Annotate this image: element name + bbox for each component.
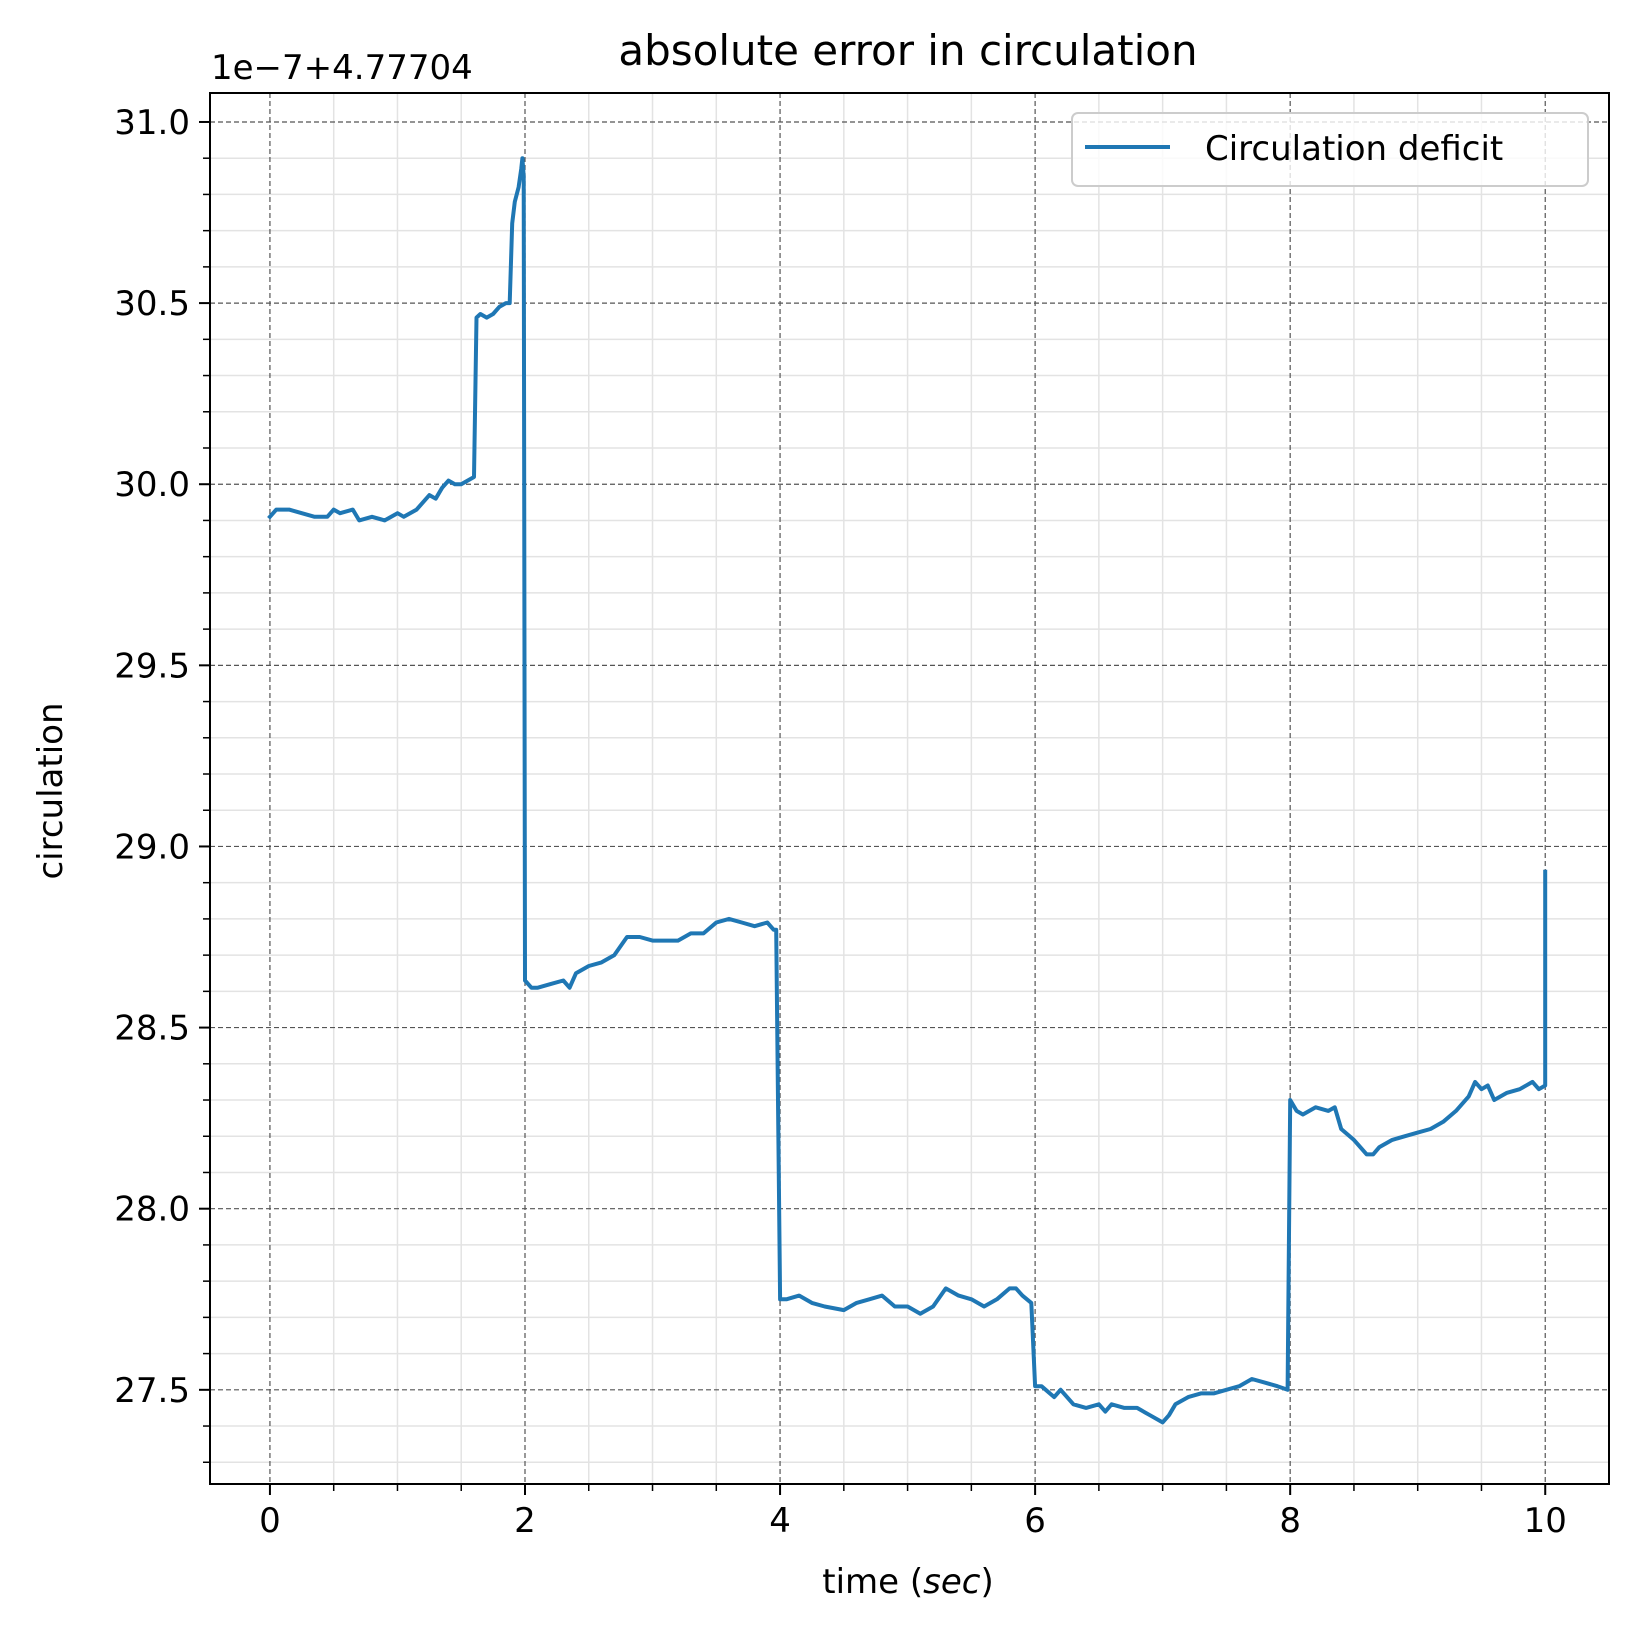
y-tick-label: 30.0 [114,465,190,505]
legend-box [1071,112,1589,187]
x-axis-label-text: time ( [822,1562,923,1602]
y-tick-label: 28.5 [114,1009,190,1049]
major-grid [210,93,1609,1484]
x-tick-label: 8 [1279,1501,1301,1541]
legend-label: Circulation deficit [1205,129,1503,169]
y-tick-label: 27.5 [114,1371,190,1411]
chart-title: absolute error in circulation [618,26,1197,75]
x-tick-label: 2 [514,1501,536,1541]
series-layer [267,156,1548,1425]
y-tick-label: 28.0 [114,1190,190,1230]
y-tick-label: 29.5 [114,646,190,686]
y-tick-label: 29.0 [114,827,190,867]
minor-grid [210,93,1609,1484]
legend: Circulation deficit [1071,112,1589,187]
series-line-circulation-deficit [267,156,1548,1425]
x-tick-label: 6 [1024,1501,1046,1541]
plot-frame [209,92,1610,1485]
x-axis-label: time (sec) [822,1562,993,1602]
axis-ticks: 0 2 4 6 8 10 27.5 28.0 28.5 29.0 29.5 30.0 30.5 31.0 [114,103,1567,1541]
x-tick-label: 10 [1524,1501,1567,1541]
x-axis-label-close: ) [980,1562,993,1602]
y-tick-label: 30.5 [114,284,190,324]
y-axis-label: circulation [31,702,71,879]
y-tick-label: 31.0 [114,103,190,143]
x-axis-label-unit: sec [923,1562,981,1602]
x-tick-label: 0 [259,1501,281,1541]
y-offset-label: 1e−7+4.77704 [211,48,473,88]
x-tick-label: 4 [769,1501,791,1541]
